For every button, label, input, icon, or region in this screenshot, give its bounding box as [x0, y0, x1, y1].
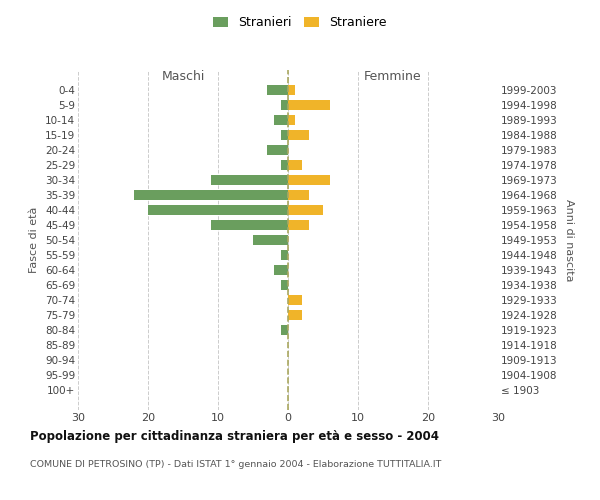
Y-axis label: Anni di nascita: Anni di nascita [564, 198, 574, 281]
Bar [211, 220, 288, 230]
Text: COMUNE DI PETROSINO (TP) - Dati ISTAT 1° gennaio 2004 - Elaborazione TUTTITALIA.: COMUNE DI PETROSINO (TP) - Dati ISTAT 1°… [30, 460, 442, 469]
Bar [267, 86, 288, 95]
Bar [288, 190, 309, 200]
Bar [267, 146, 288, 155]
Bar [281, 250, 288, 260]
Bar [288, 205, 323, 215]
Bar [281, 280, 288, 290]
Bar [281, 160, 288, 170]
Bar [211, 176, 288, 185]
Bar [288, 86, 295, 95]
Text: Maschi: Maschi [161, 70, 205, 83]
Bar [288, 160, 302, 170]
Bar [281, 325, 288, 334]
Bar [148, 205, 288, 215]
Y-axis label: Fasce di età: Fasce di età [29, 207, 40, 273]
Text: Popolazione per cittadinanza straniera per età e sesso - 2004: Popolazione per cittadinanza straniera p… [30, 430, 439, 443]
Bar [281, 100, 288, 110]
Bar [134, 190, 288, 200]
Bar [281, 130, 288, 140]
Bar [288, 100, 330, 110]
Bar [288, 116, 295, 125]
Bar [274, 116, 288, 125]
Bar [274, 265, 288, 275]
Legend: Stranieri, Straniere: Stranieri, Straniere [208, 11, 392, 34]
Bar [288, 220, 309, 230]
Bar [288, 176, 330, 185]
Bar [288, 295, 302, 304]
Text: Femmine: Femmine [364, 70, 422, 83]
Bar [253, 235, 288, 245]
Bar [288, 130, 309, 140]
Bar [288, 310, 302, 320]
